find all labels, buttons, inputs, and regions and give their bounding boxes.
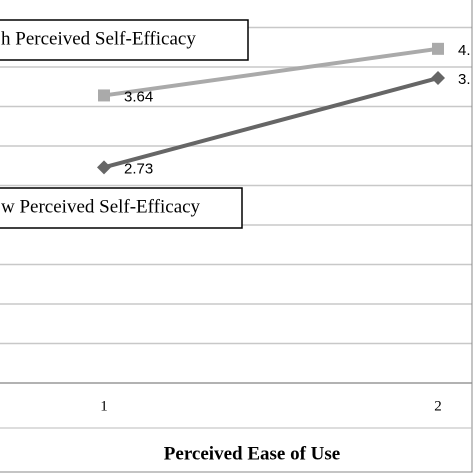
series-line: [103, 46, 439, 98]
x-tick-label: 1: [100, 398, 108, 414]
value-label: 3.64: [124, 88, 153, 105]
legend-label: h Perceived Self-Efficacy: [1, 28, 196, 49]
legend-label: w Perceived Self-Efficacy: [1, 196, 201, 217]
marker: [432, 42, 444, 55]
legend-box: [0, 19, 249, 61]
x-tick-label: 2: [434, 398, 442, 414]
marker: [97, 160, 111, 175]
marker: [431, 71, 445, 86]
marker: [98, 89, 110, 102]
series-line: [103, 76, 439, 170]
value-label: 4.: [458, 42, 471, 59]
value-label: 2.73: [124, 160, 153, 177]
value-label: 3.: [458, 71, 471, 88]
legend-box: [0, 187, 243, 229]
x-axis-title: Perceived Ease of Use: [164, 443, 340, 464]
